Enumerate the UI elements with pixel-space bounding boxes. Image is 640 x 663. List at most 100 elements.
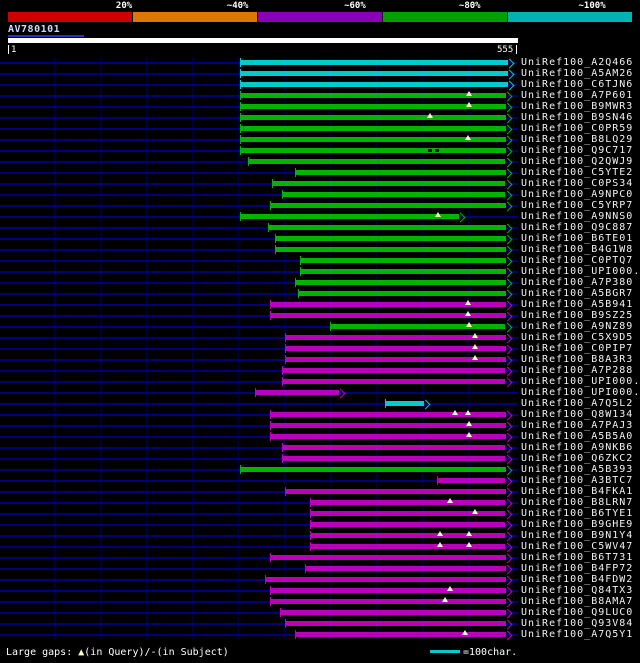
hit-bar[interactable] xyxy=(248,159,506,164)
hit-bar[interactable] xyxy=(276,236,506,241)
hit-label[interactable]: UniRef100_A9NPC0 xyxy=(521,189,634,200)
hit-label[interactable]: UniRef100_B6TYE1 xyxy=(521,508,634,519)
hit-label[interactable]: UniRef100_A7Q5L2 xyxy=(521,398,634,409)
hit-label[interactable]: UniRef100_UPI000.. xyxy=(521,376,640,387)
hit-bar[interactable] xyxy=(276,247,506,252)
hit-label[interactable]: UniRef100_B8LRN7 xyxy=(521,497,634,508)
hit-label[interactable]: UniRef100_C6TJN6 xyxy=(521,79,634,90)
hit-label[interactable]: UniRef100_B8A3R3 xyxy=(521,354,634,365)
hit-bar[interactable] xyxy=(272,181,506,186)
hit-bar[interactable] xyxy=(270,302,506,307)
hit-label[interactable]: UniRef100_B8LQ29 xyxy=(521,134,634,145)
hit-label[interactable]: UniRef100_A7Q5Y1 xyxy=(521,629,634,640)
hit-bar[interactable] xyxy=(240,137,506,142)
hit-label[interactable]: UniRef100_Q84TX3 xyxy=(521,585,634,596)
hit-label[interactable]: UniRef100_C5X9D5 xyxy=(521,332,634,343)
hit-bar[interactable] xyxy=(240,115,506,120)
hit-label[interactable]: UniRef100_A7P288 xyxy=(521,365,634,376)
hit-label[interactable]: UniRef100_A9NKB6 xyxy=(521,442,634,453)
hit-bar[interactable] xyxy=(270,203,506,208)
hit-bar[interactable] xyxy=(311,533,506,538)
hit-bar[interactable] xyxy=(330,324,506,329)
hit-bar[interactable] xyxy=(385,401,424,406)
hit-bar[interactable] xyxy=(311,544,506,549)
hit-label[interactable]: UniRef100_C5YTE2 xyxy=(521,167,634,178)
hit-bar[interactable] xyxy=(295,170,506,175)
hit-label[interactable]: UniRef100_B8AMA7 xyxy=(521,596,634,607)
hit-bar[interactable] xyxy=(240,60,509,65)
hit-label[interactable]: UniRef100_C5WV47 xyxy=(521,541,634,552)
hit-label[interactable]: UniRef100_A3BTC7 xyxy=(521,475,634,486)
hit-bar[interactable] xyxy=(282,192,506,197)
hit-bar[interactable] xyxy=(256,390,340,395)
hit-bar[interactable] xyxy=(301,269,506,274)
hit-label[interactable]: UniRef100_B9SZ25 xyxy=(521,310,634,321)
hit-label[interactable]: UniRef100_Q9LUC0 xyxy=(521,607,634,618)
hit-bar[interactable] xyxy=(285,346,506,351)
hit-label[interactable]: UniRef100_B4FKA1 xyxy=(521,486,634,497)
hit-label[interactable]: UniRef100_A5AM26 xyxy=(521,68,634,79)
hit-label[interactable]: UniRef100_B9MWR3 xyxy=(521,101,634,112)
hit-bar[interactable] xyxy=(269,225,506,230)
hit-bar[interactable] xyxy=(270,423,506,428)
hit-bar[interactable] xyxy=(240,126,506,131)
hit-bar[interactable] xyxy=(270,434,506,439)
hit-label[interactable]: UniRef100_C5YRP7 xyxy=(521,200,634,211)
hit-bar[interactable] xyxy=(270,555,506,560)
hit-label[interactable]: UniRef100_Q9C717 xyxy=(521,145,634,156)
hit-bar[interactable] xyxy=(240,214,459,219)
hit-bar[interactable] xyxy=(270,313,506,318)
hit-label[interactable]: UniRef100_A5B393 xyxy=(521,464,634,475)
hit-bar[interactable] xyxy=(285,335,506,340)
hit-label[interactable]: UniRef100_B4FP72 xyxy=(521,563,634,574)
hit-bar[interactable] xyxy=(282,445,506,450)
hit-bar[interactable] xyxy=(285,621,506,626)
hit-bar[interactable] xyxy=(240,148,506,153)
hit-bar[interactable] xyxy=(282,379,506,384)
hit-label[interactable]: UniRef100_A5B941 xyxy=(521,299,634,310)
hit-label[interactable]: UniRef100_A7P601 xyxy=(521,90,634,101)
hit-label[interactable]: UniRef100_C0PTQ7 xyxy=(521,255,634,266)
hit-bar[interactable] xyxy=(301,258,506,263)
hit-label[interactable]: UniRef100_B6TE01 xyxy=(521,233,634,244)
hit-label[interactable]: UniRef100_A7P380 xyxy=(521,277,634,288)
hit-label[interactable]: UniRef100_Q93V84 xyxy=(521,618,634,629)
hit-label[interactable]: UniRef100_C0PS34 xyxy=(521,178,634,189)
hit-label[interactable]: UniRef100_C0PIP7 xyxy=(521,343,634,354)
hit-label[interactable]: UniRef100_B4FDW2 xyxy=(521,574,634,585)
hit-label[interactable]: UniRef100_C0PR59 xyxy=(521,123,634,134)
hit-label[interactable]: UniRef100_A5B5A0 xyxy=(521,431,634,442)
hit-label[interactable]: UniRef100_A9NNS0 xyxy=(521,211,634,222)
hit-label[interactable]: UniRef100_A7PAJ3 xyxy=(521,420,634,431)
hit-label[interactable]: UniRef100_B6T731 xyxy=(521,552,634,563)
hit-bar[interactable] xyxy=(299,291,506,296)
hit-bar[interactable] xyxy=(270,588,506,593)
hit-bar[interactable] xyxy=(240,93,506,98)
hit-bar[interactable] xyxy=(295,632,506,637)
hit-bar[interactable] xyxy=(281,610,506,615)
hit-bar[interactable] xyxy=(311,511,506,516)
hit-bar[interactable] xyxy=(240,104,506,109)
hit-label[interactable]: UniRef100_Q9C887 xyxy=(521,222,634,233)
hit-bar[interactable] xyxy=(282,368,506,373)
hit-bar[interactable] xyxy=(311,500,506,505)
hit-label[interactable]: UniRef100_UPI000.. xyxy=(521,387,640,398)
hit-label[interactable]: UniRef100_B9N1Y4 xyxy=(521,530,634,541)
hit-label[interactable]: UniRef100_B4G1W8 xyxy=(521,244,634,255)
hit-label[interactable]: UniRef100_Q6ZKC2 xyxy=(521,453,634,464)
hit-label[interactable]: UniRef100_A2Q466 xyxy=(521,57,634,68)
hit-bar[interactable] xyxy=(438,478,506,483)
hit-bar[interactable] xyxy=(240,82,509,87)
hit-bar[interactable] xyxy=(270,599,506,604)
hit-label[interactable]: UniRef100_A9NZ89 xyxy=(521,321,634,332)
hit-bar[interactable] xyxy=(285,357,506,362)
hit-bar[interactable] xyxy=(240,467,506,472)
hit-bar[interactable] xyxy=(311,522,506,527)
hit-bar[interactable] xyxy=(270,412,506,417)
hit-label[interactable]: UniRef100_Q2QWJ9 xyxy=(521,156,634,167)
hit-bar[interactable] xyxy=(266,577,506,582)
hit-label[interactable]: UniRef100_B9GHE9 xyxy=(521,519,634,530)
hit-bar[interactable] xyxy=(282,456,506,461)
hit-label[interactable]: UniRef100_A5BGR7 xyxy=(521,288,634,299)
hit-bar[interactable] xyxy=(285,489,506,494)
